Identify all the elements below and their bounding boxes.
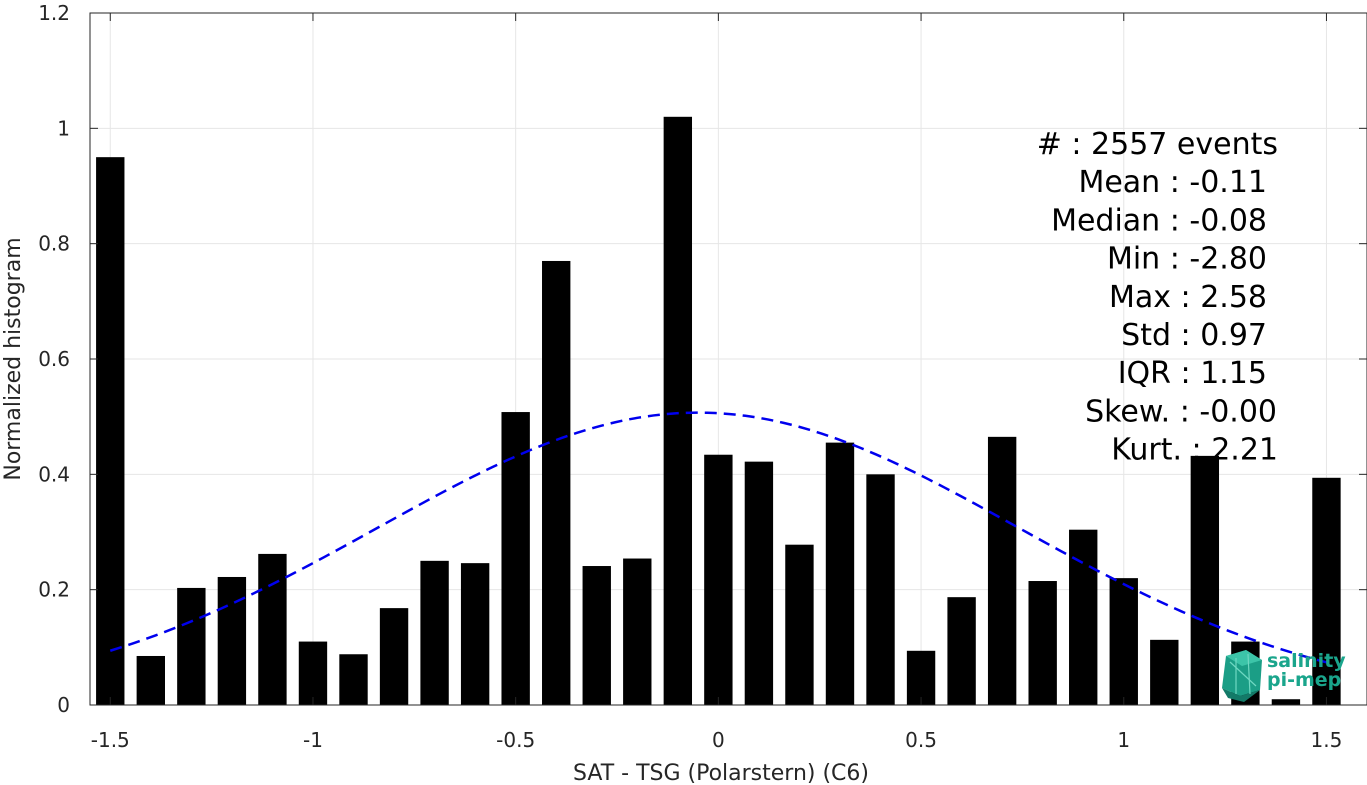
logo-text-pimep: pi-mep bbox=[1267, 669, 1341, 691]
axes bbox=[89, 12, 1367, 706]
x-tick-label: 0.5 bbox=[905, 728, 937, 752]
stats-line: Min : -2.80 bbox=[1107, 242, 1267, 277]
y-tick-label: 0.2 bbox=[38, 578, 70, 602]
stats-line: Skew. : -0.00 bbox=[1085, 394, 1277, 429]
histogram-bar bbox=[1028, 581, 1057, 705]
y-tick-label: 0.6 bbox=[38, 347, 70, 371]
histogram-bars bbox=[96, 116, 1341, 706]
histogram-bar bbox=[1271, 699, 1301, 705]
logo-cube-icon bbox=[1222, 650, 1262, 702]
x-axis-label: SAT - TSG (Polarstern) (C6) bbox=[573, 761, 869, 785]
stats-line: Median : -0.08 bbox=[1051, 203, 1267, 238]
histogram-bar bbox=[1312, 477, 1341, 705]
x-tick-label: 0 bbox=[712, 728, 725, 752]
histogram-bar bbox=[217, 576, 247, 705]
histogram-bar bbox=[1069, 529, 1098, 705]
logo-text-salinity: salinity bbox=[1267, 650, 1346, 672]
histogram-bar bbox=[136, 655, 165, 705]
x-tick-label: -0.5 bbox=[496, 728, 535, 752]
x-tick-label: 1.5 bbox=[1311, 728, 1343, 752]
histogram-bar bbox=[744, 461, 774, 705]
histogram-bar bbox=[987, 436, 1017, 705]
histogram-bar bbox=[298, 641, 328, 705]
histogram-bar bbox=[866, 474, 895, 705]
histogram-bar bbox=[623, 558, 652, 705]
histogram-bar bbox=[785, 544, 814, 705]
histogram-bar bbox=[501, 412, 530, 705]
histogram-bar bbox=[825, 442, 855, 705]
histogram-bar bbox=[663, 116, 693, 706]
stats-line: Max : 2.58 bbox=[1109, 280, 1267, 315]
tick-labels: -1.5 -1 -0.5 0 0.5 1 1.5 0 0.2 0.4 0.6 0.8 1 1.2 bbox=[38, 1, 1342, 752]
y-tick-label: 1.2 bbox=[38, 1, 70, 25]
normal-fit-curve bbox=[109, 411, 1335, 666]
histogram-bar bbox=[1109, 578, 1138, 705]
y-tick-label: 0 bbox=[57, 693, 70, 717]
histogram-bar bbox=[1190, 455, 1220, 705]
histogram-bar bbox=[906, 650, 936, 705]
histogram-bar bbox=[460, 563, 490, 705]
histogram-bar bbox=[947, 597, 976, 705]
y-tick-label: 0.8 bbox=[38, 232, 70, 256]
histogram-bar bbox=[379, 608, 409, 705]
histogram-bar bbox=[542, 260, 571, 705]
salinity-pimep-logo: salinity pi-mep bbox=[1222, 650, 1346, 702]
stats-line: Kurt. : 2.21 bbox=[1111, 433, 1278, 468]
stats-line: # : 2557 events bbox=[1037, 127, 1278, 162]
histogram-bar bbox=[582, 566, 611, 705]
y-axis-label: Normalized histogram bbox=[1, 237, 26, 480]
histogram-bar bbox=[1150, 639, 1179, 705]
histogram-bar bbox=[96, 157, 125, 705]
histogram-bar bbox=[420, 560, 449, 705]
y-tick-label: 0.4 bbox=[38, 462, 70, 486]
histogram-bar bbox=[339, 654, 368, 705]
y-tick-label: 1 bbox=[57, 116, 70, 140]
stats-line: IQR : 1.15 bbox=[1118, 356, 1267, 391]
stats-line: Std : 0.97 bbox=[1121, 318, 1267, 353]
x-tick-label: -1 bbox=[303, 728, 323, 752]
x-tick-label: 1 bbox=[1117, 728, 1130, 752]
histogram-bar bbox=[258, 553, 287, 705]
histogram-bar bbox=[704, 454, 733, 705]
stats-line: Mean : -0.11 bbox=[1078, 165, 1267, 200]
histogram-bar bbox=[177, 587, 206, 705]
x-tick-label: -1.5 bbox=[91, 728, 130, 752]
